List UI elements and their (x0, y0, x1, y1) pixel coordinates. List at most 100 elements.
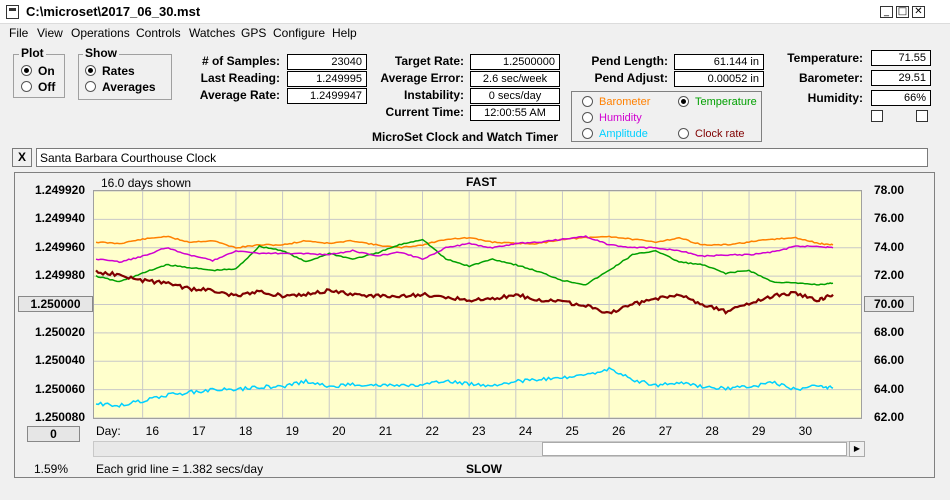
day-tick-label: 20 (332, 424, 346, 438)
clock-rate-option-label: Clock rate (695, 128, 745, 140)
menu-view[interactable]: View (37, 26, 63, 40)
day-tick-label: 19 (285, 424, 299, 438)
day-tick-label: 16 (145, 424, 159, 438)
rate-tick-label: 1.250060 (34, 381, 85, 396)
env-tick-label: 66.00 (874, 353, 905, 368)
clock-name-input[interactable]: Santa Barbara Courthouse Clock (36, 148, 928, 167)
show-group-title: Show (83, 46, 119, 60)
day-tick-label: 29 (752, 424, 766, 438)
rate-tick-label: 1.249940 (34, 211, 85, 226)
barometer-radio[interactable] (582, 96, 593, 107)
temperature-option-label: Temperature (695, 96, 757, 108)
close-button[interactable]: ✕ (912, 6, 925, 18)
menu-watches[interactable]: Watches (189, 26, 236, 40)
show-averages-radio[interactable] (85, 81, 96, 92)
humidity-option-label: Humidity (599, 112, 642, 124)
menu-controls[interactable]: Controls (136, 26, 181, 40)
day-tick-label: 28 (705, 424, 719, 438)
target-rate-label: Target Rate: (394, 54, 464, 68)
current-time-label: Current Time: (385, 105, 464, 119)
average-rate-field: 1.2499947 (287, 88, 367, 104)
day-tick-label: 26 (612, 424, 626, 438)
percent-label: 1.59% (34, 462, 69, 476)
day-tick-label: 21 (378, 424, 393, 438)
show-group (78, 54, 172, 100)
menu-bar: File View Operations Controls Watches GP… (0, 24, 950, 42)
plot-off-radio[interactable] (21, 81, 32, 92)
rate-tick-label: 1.250020 (34, 324, 85, 339)
series-line-humidity (95, 235, 834, 264)
plot-group-title: Plot (19, 46, 46, 60)
menu-configure[interactable]: Configure (273, 26, 326, 40)
humidity-checkbox[interactable] (916, 110, 928, 122)
pend-adjust-field: 0.00052 in (674, 71, 764, 87)
scroll-thumb[interactable] (542, 442, 847, 456)
pend-adjust-label: Pend Adjust: (594, 71, 668, 85)
current-time-field: 12:00:55 AM (470, 105, 560, 121)
barometer-field: 29.51 (871, 70, 931, 86)
offset-button[interactable]: 0 (27, 426, 80, 442)
pend-length-label: Pend Length: (591, 54, 668, 68)
env-tick-label: 74.00 (874, 239, 905, 254)
minimize-button[interactable]: _ (880, 6, 893, 18)
day-tick-label: 18 (238, 424, 253, 438)
grid-caption: Each grid line = 1.382 secs/day (96, 462, 264, 476)
show-averages-label: Averages (102, 80, 156, 94)
rate-tick-label: 1.250080 (34, 410, 85, 424)
rate-tick-label: 1.249960 (34, 239, 85, 254)
menu-operations[interactable]: Operations (71, 26, 130, 40)
env-tick-label: 68.00 (874, 324, 905, 339)
amplitude-option-label: Amplitude (599, 128, 648, 140)
env-tick-label: 78.00 (874, 183, 905, 197)
env-tick-label: 64.00 (874, 381, 905, 396)
menu-file[interactable]: File (9, 26, 29, 40)
target-rate-field: 1.2500000 (470, 54, 560, 70)
amplitude-radio[interactable] (582, 128, 593, 139)
series-selector (571, 91, 762, 142)
rate-chart (94, 191, 861, 418)
last-reading-field: 1.249995 (287, 71, 367, 87)
maximize-button[interactable]: □ (896, 6, 909, 18)
barometer-option-label: Barometer (599, 96, 651, 108)
rate-tick-label: 1.249920 (34, 183, 85, 197)
slow-label: SLOW (466, 462, 502, 476)
day-tick-label: 25 (565, 424, 579, 438)
center-rate-button[interactable]: 1.250000 (18, 296, 93, 312)
clear-name-button[interactable]: X (12, 148, 32, 167)
menu-help[interactable]: Help (332, 26, 357, 40)
day-tick-label: 22 (425, 424, 439, 438)
scroll-right-button[interactable]: ▶ (849, 441, 865, 457)
samples-field: 23040 (287, 54, 367, 70)
instability-field: 0 secs/day (470, 88, 560, 104)
env-tick-label: 76.00 (874, 211, 905, 226)
menu-gps[interactable]: GPS (241, 26, 267, 40)
center-env-button[interactable]: 70.00 (864, 296, 914, 312)
series-line-amplitude (95, 366, 834, 408)
average-error-label: Average Error: (380, 71, 464, 85)
barometer-checkbox[interactable] (871, 110, 883, 122)
day-tick-label: 24 (518, 424, 533, 438)
temperature-label: Temperature: (787, 51, 863, 65)
instability-label: Instability: (403, 88, 464, 102)
clock-rate-radio[interactable] (678, 128, 689, 139)
series-line-barometer (95, 235, 834, 249)
rate-tick-label: 1.249980 (34, 268, 85, 283)
series-line-temperature (95, 238, 834, 286)
title-bar: C:\microset\2017_06_30.mst _ □ ✕ (0, 0, 950, 24)
plot-off-label: Off (38, 80, 56, 94)
plot-on-radio[interactable] (21, 65, 32, 76)
show-rates-radio[interactable] (85, 65, 96, 76)
humidity-field: 66% (871, 90, 931, 106)
temperature-radio[interactable] (678, 96, 689, 107)
humidity-label: Humidity: (807, 91, 863, 105)
env-tick-label: 62.00 (874, 410, 905, 424)
average-rate-label: Average Rate: (199, 88, 280, 102)
show-rates-label: Rates (102, 64, 135, 78)
humidity-radio[interactable] (582, 112, 593, 123)
app-caption: MicroSet Clock and Watch Timer (372, 130, 559, 144)
day-tick-label: 27 (658, 424, 673, 438)
samples-label: # of Samples: (201, 54, 280, 68)
days-shown-label: 16.0 days shown (101, 176, 192, 190)
plot-area[interactable] (93, 190, 862, 419)
day-tick-label: 30 (798, 424, 813, 438)
